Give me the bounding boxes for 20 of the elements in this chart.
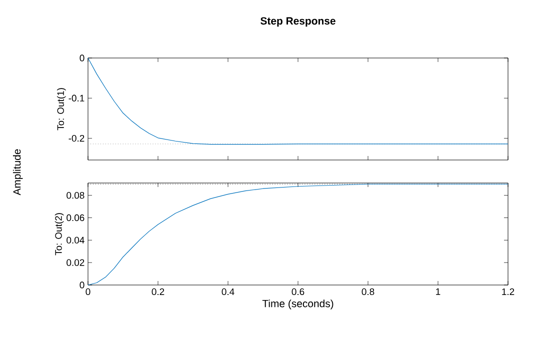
x-tick-label: 1 <box>436 288 440 295</box>
y-tick-label: -0.1 <box>68 94 84 102</box>
y-tick-label: 0.08 <box>66 192 84 199</box>
y-tick-label: 0 <box>80 54 84 62</box>
chart-title: Step Response <box>260 17 336 27</box>
y-tick-label: 0.04 <box>66 236 84 244</box>
y-axis-title: To: Out(1) <box>57 88 66 130</box>
y-axis-title: To: Out(2) <box>54 213 64 256</box>
x-tick-label: 0.2 <box>152 288 164 296</box>
y-tick-label: 0.06 <box>66 214 84 222</box>
text: Amplitude <box>12 149 23 196</box>
x-tick-label: 0.6 <box>292 288 304 296</box>
x-axis-title: Time (seconds) <box>262 300 334 310</box>
x-tick-label: 0.4 <box>222 288 234 296</box>
x-tick-label: 0 <box>86 288 90 296</box>
y-tick-label: 0.02 <box>66 259 84 266</box>
x-tick-label: 1.2 <box>502 288 514 295</box>
y-tick-label: 0 <box>80 282 84 288</box>
y-tick-label: -0.2 <box>68 134 84 142</box>
x-tick-label: 0.8 <box>362 288 374 296</box>
